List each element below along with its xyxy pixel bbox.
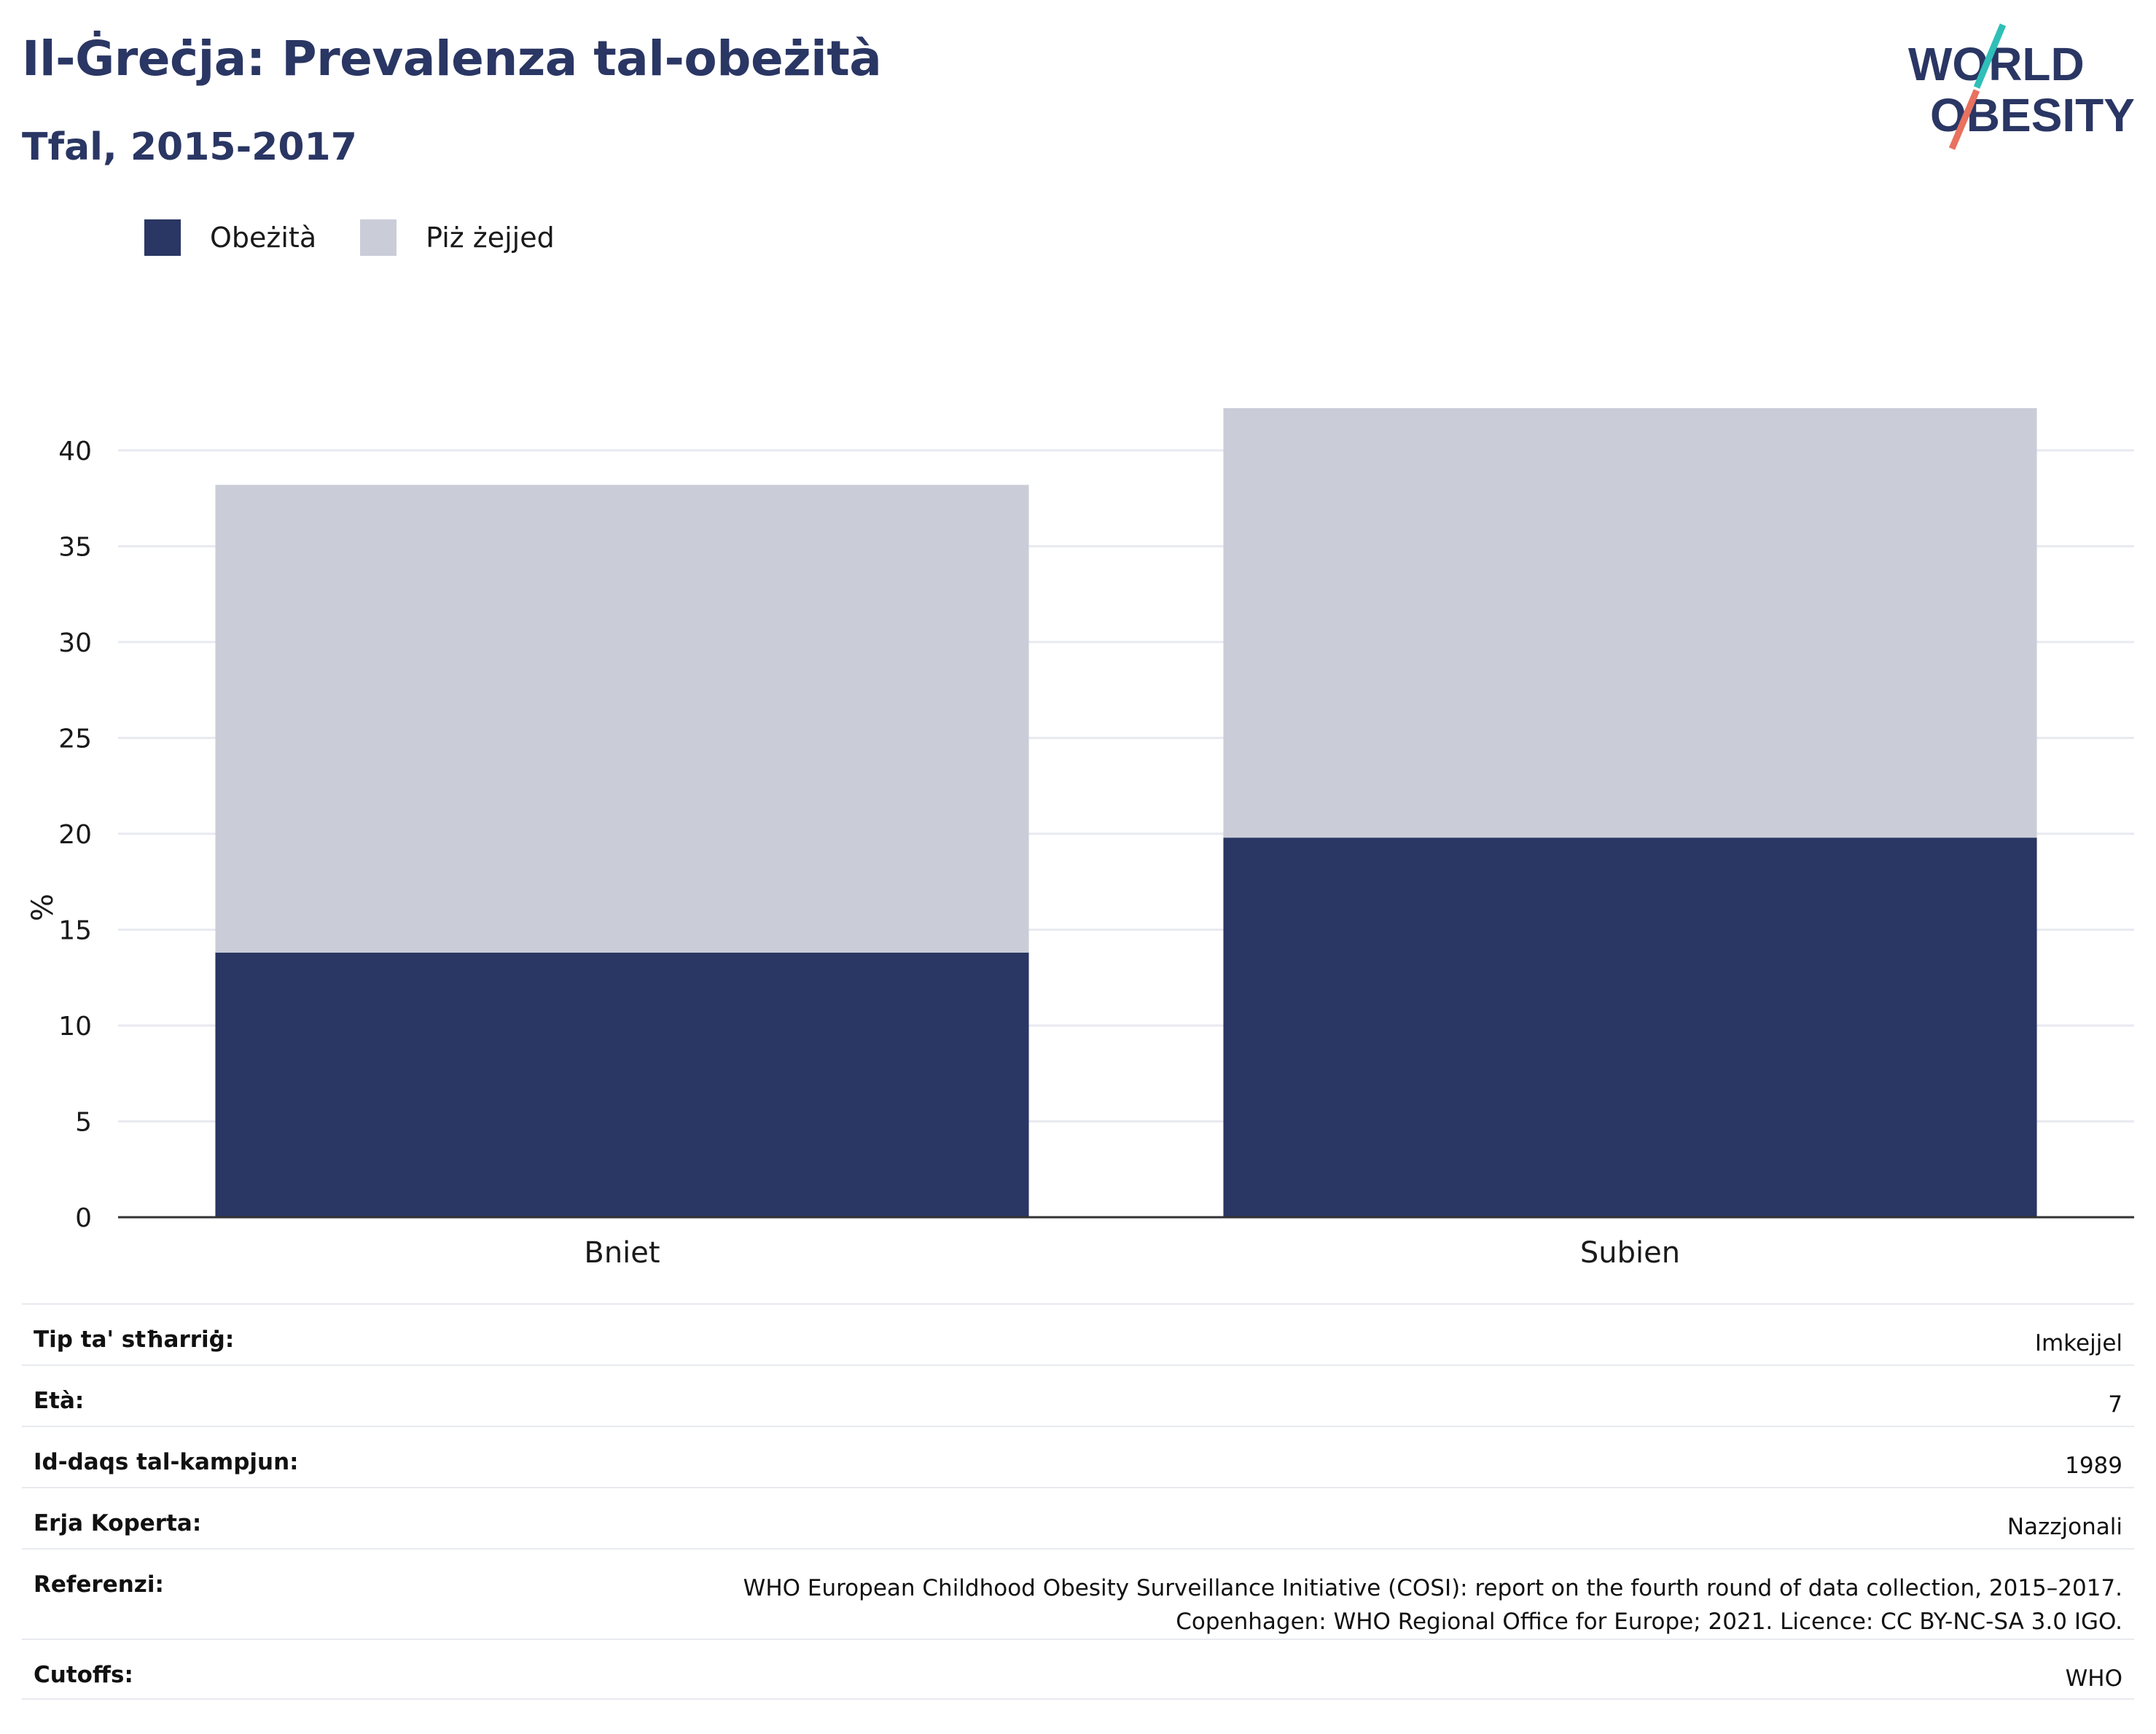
info-value: Imkejjel xyxy=(2034,1330,2122,1356)
info-label: Cutoffs: xyxy=(34,1662,133,1688)
bar-overweight-bniet xyxy=(215,485,1029,953)
bar-overweight-subien xyxy=(1223,408,2037,838)
info-row-survey-type: Tip ta' stħarriġ: Imkejjel xyxy=(22,1303,2134,1364)
y-tick-label: 25 xyxy=(58,724,92,754)
chart-subtitle: Tfal, 2015-2017 xyxy=(22,125,357,169)
y-tick-label: 10 xyxy=(58,1012,92,1042)
logo-slash-teal xyxy=(1973,23,2007,89)
info-label: Tip ta' stħarriġ: xyxy=(34,1327,235,1353)
y-tick-label: 5 xyxy=(75,1107,92,1137)
y-tick-label: 15 xyxy=(58,915,92,945)
info-value: 1989 xyxy=(2065,1453,2122,1479)
y-axis-label: % xyxy=(26,894,60,921)
legend-label-overweight: Piż żejjed xyxy=(426,222,555,254)
bar-obesity-bniet xyxy=(215,953,1029,1217)
y-tick-label: 0 xyxy=(75,1203,92,1233)
legend-item-overweight: Piż żejjed xyxy=(360,219,555,256)
legend-label-obesity: Obeżità xyxy=(210,222,317,254)
info-row-sample-size: Id-daqs tal-kampjun: 1989 xyxy=(22,1426,2134,1487)
logo-slash-coral xyxy=(1948,89,1980,150)
info-label: Referenzi: xyxy=(34,1571,164,1598)
info-value: 7 xyxy=(2108,1391,2122,1418)
x-tick-label: Subien xyxy=(1580,1236,1680,1270)
info-row-area-covered: Erja Koperta: Nazzjonali xyxy=(22,1487,2134,1548)
info-row-cutoffs: Cutoffs: WHO xyxy=(22,1639,2134,1700)
legend-item-obesity: Obeżità xyxy=(144,219,316,256)
legend-swatch-obesity xyxy=(144,219,181,256)
y-tick-label: 30 xyxy=(58,628,92,658)
y-tick-label: 20 xyxy=(58,820,92,850)
info-row-age: Età: 7 xyxy=(22,1364,2134,1426)
info-value: Nazzjonali xyxy=(2007,1514,2122,1540)
info-label: Erja Koperta: xyxy=(34,1510,202,1536)
survey-info-table: Tip ta' stħarriġ: Imkejjel Età: 7 Id-daq… xyxy=(22,1303,2134,1700)
chart-legend: Obeżità Piż żejjed xyxy=(144,217,598,258)
x-tick-label: Bniet xyxy=(584,1236,660,1270)
info-label: Id-daqs tal-kampjun: xyxy=(34,1449,299,1475)
bar-obesity-subien xyxy=(1223,837,2037,1217)
y-tick-label: 40 xyxy=(58,437,92,466)
info-value: WHO European Childhood Obesity Surveilla… xyxy=(743,1575,2122,1635)
legend-swatch-overweight xyxy=(360,219,397,256)
info-value: WHO xyxy=(2065,1665,2122,1692)
info-row-references: Referenzi: WHO European Childhood Obesit… xyxy=(22,1548,2134,1639)
stacked-bar-chart: 0 5 10 15 20 25 30 35 40% Bniet Subien xyxy=(26,408,2134,1270)
info-label: Età: xyxy=(34,1388,85,1414)
world-obesity-logo: WORLD OBESITY xyxy=(1908,23,2135,150)
chart-title: Il-Ġreċja: Prevalenza tal-obeżità xyxy=(22,31,882,87)
y-tick-label: 35 xyxy=(58,532,92,562)
